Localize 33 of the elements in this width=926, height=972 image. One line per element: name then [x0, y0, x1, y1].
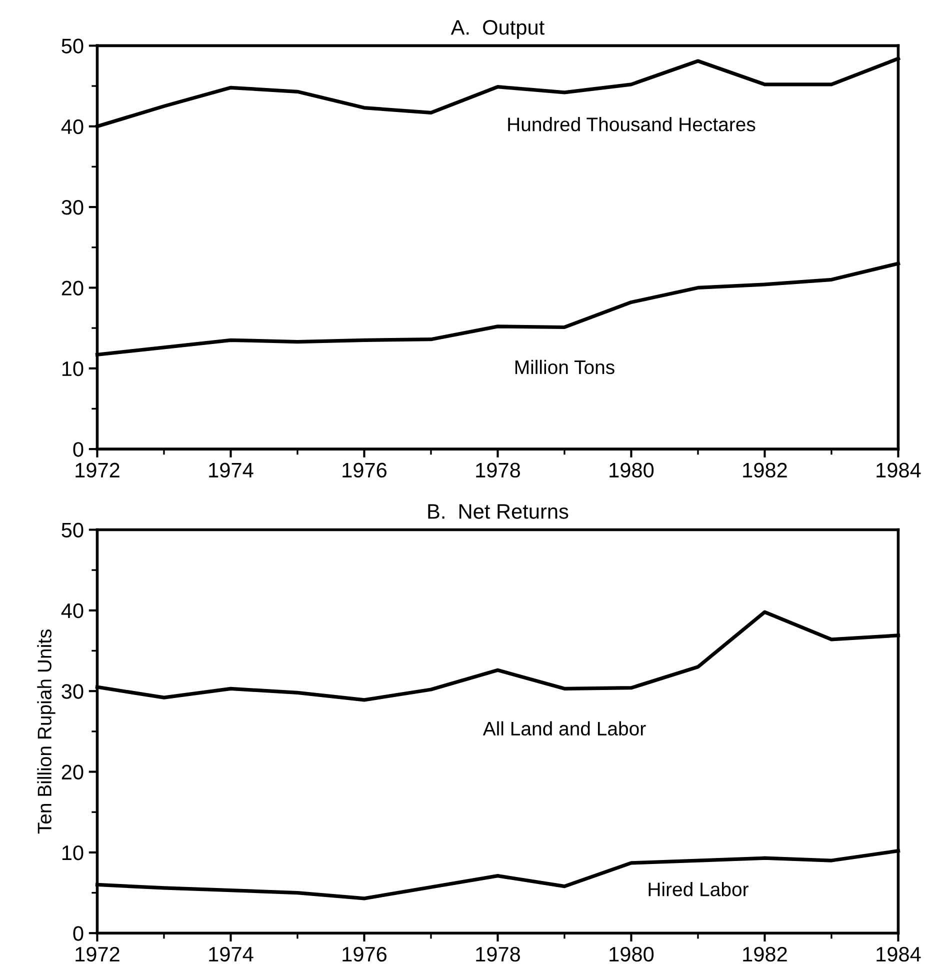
y-tick-label: 30: [62, 684, 84, 699]
y-tick-label: 0: [73, 926, 84, 941]
y-tick-label: 10: [62, 845, 84, 860]
y-tick-label: 0: [73, 442, 84, 457]
y-tick-label: 30: [62, 200, 84, 215]
x-tick-label: 1974: [209, 946, 254, 962]
x-tick-label: 1978: [476, 462, 520, 478]
chart-title: A. Output: [450, 20, 544, 39]
x-tick-label: 1984: [876, 946, 921, 962]
x-tick-label: 1972: [76, 946, 120, 962]
series-label: Hundred Thousand Hectares: [508, 117, 756, 132]
x-tick-label: 1976: [342, 946, 386, 962]
series-label: Million Tons: [515, 360, 614, 374]
y-tick-label: 40: [61, 603, 84, 618]
series-label: All Land and Labor: [482, 721, 646, 736]
x-tick-label: 1980: [610, 946, 654, 962]
y-axis-title: Ten Billion Rupiah Units: [37, 629, 56, 834]
y-tick-label: 20: [62, 280, 84, 296]
x-tick-label: 1984: [876, 462, 921, 478]
x-tick-label: 1976: [342, 462, 386, 478]
chart-title: B. Net Returns: [428, 504, 568, 519]
x-tick-label: 1980: [610, 462, 654, 478]
series-label: Hired Labor: [648, 882, 748, 896]
y-tick-label: 20: [62, 764, 84, 780]
x-tick-label: 1982: [743, 946, 787, 962]
x-tick-label: 1982: [743, 462, 787, 478]
y-tick-label: 50: [62, 38, 84, 54]
y-tick-label: 40: [61, 119, 84, 134]
y-tick-label: 50: [62, 522, 84, 538]
x-tick-label: 1978: [476, 946, 520, 962]
x-tick-label: 1974: [209, 462, 254, 478]
x-tick-label: 1972: [76, 462, 120, 478]
y-tick-label: 10: [62, 361, 84, 376]
